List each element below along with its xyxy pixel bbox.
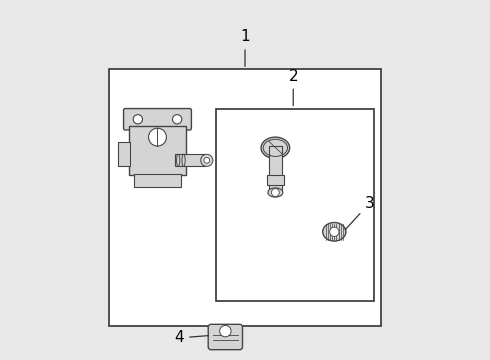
Circle shape	[133, 114, 143, 124]
Bar	[217, 109, 373, 301]
Bar	[269, 146, 282, 191]
Text: 1: 1	[240, 29, 250, 67]
Text: 3: 3	[345, 196, 374, 230]
Bar	[129, 126, 186, 175]
Bar	[134, 174, 181, 187]
Circle shape	[172, 114, 182, 124]
Bar	[109, 69, 381, 327]
Circle shape	[220, 325, 231, 337]
Text: 4: 4	[174, 330, 208, 345]
Ellipse shape	[323, 222, 346, 241]
Circle shape	[271, 189, 279, 197]
Bar	[174, 154, 205, 166]
Circle shape	[330, 227, 339, 237]
Bar	[118, 143, 130, 166]
Circle shape	[148, 128, 167, 146]
Ellipse shape	[268, 188, 283, 197]
Ellipse shape	[182, 154, 185, 166]
FancyBboxPatch shape	[208, 324, 243, 350]
FancyBboxPatch shape	[123, 109, 192, 130]
Circle shape	[204, 157, 210, 163]
Bar	[267, 175, 284, 185]
Text: 2: 2	[289, 68, 298, 106]
Ellipse shape	[176, 154, 180, 166]
Circle shape	[201, 154, 213, 166]
Ellipse shape	[261, 137, 290, 158]
